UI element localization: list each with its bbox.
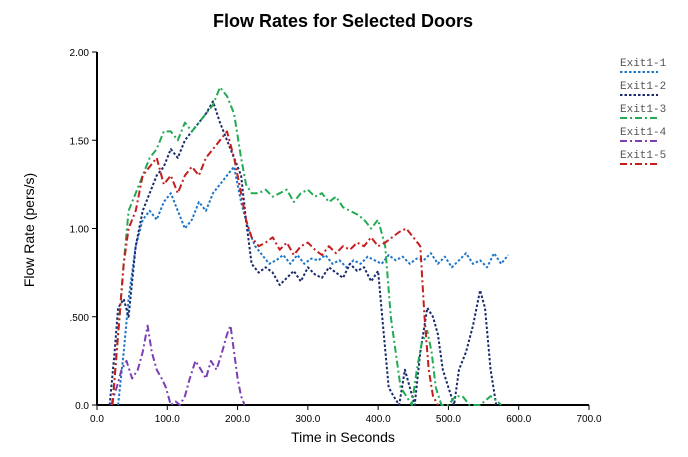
x-tick-label: 200.0 [225,414,250,425]
y-tick-label: 0.0 [75,401,89,412]
chart-title: Flow Rates for Selected Doors [213,11,473,31]
x-tick-label: 300.0 [295,414,320,425]
axes [96,52,589,406]
series-line-exit1-1 [117,165,509,406]
series-line-exit1-2 [108,100,498,406]
x-tick-label: 0.0 [90,414,104,425]
legend: Exit1-1 Exit1-2 Exit1-3 Exit1-4 Exit1-5 [620,58,667,165]
x-axis-label: Time in Seconds [291,429,395,445]
series-lines [108,86,509,406]
y-tick-label: .500 [70,313,90,324]
x-tick-label: 500.0 [436,414,461,425]
series-line-exit1-3 [111,86,502,406]
legend-label-exit1-4: Exit1-4 [620,127,667,139]
series-line-exit1-4 [110,324,246,406]
x-tick-label: 600.0 [506,414,531,425]
x-tick-label: 100.0 [155,414,180,425]
legend-label-exit1-1: Exit1-1 [620,58,667,70]
tick-labels: 0.0 100.0 200.0 300.0 400.0 500.0 600.0 700.0 0.… [70,48,602,425]
legend-label-exit1-5: Exit1-5 [620,150,666,162]
y-tick-label: 2.00 [70,48,90,59]
y-axis-label: Flow Rate (pers/s) [21,173,37,287]
x-tick-label: 400.0 [366,414,391,425]
series-line-exit1-5 [111,130,439,406]
y-tick-label: 1.00 [70,225,90,236]
x-tick-label: 700.0 [576,414,601,425]
legend-label-exit1-2: Exit1-2 [620,81,666,93]
y-tick-label: 1.50 [70,136,90,147]
legend-label-exit1-3: Exit1-3 [620,104,666,116]
